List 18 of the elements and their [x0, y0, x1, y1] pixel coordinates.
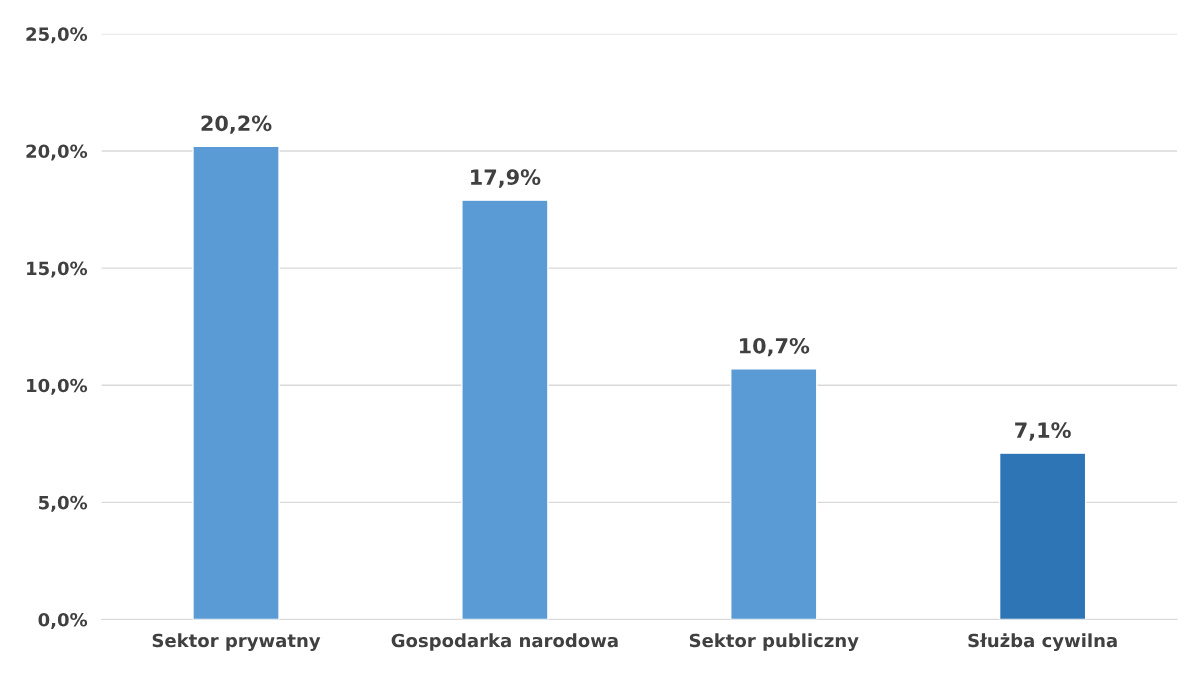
- x-tick-label: Służba cywilna: [968, 633, 1117, 651]
- data-label: 17,9%: [471, 169, 541, 188]
- data-label: 10,7%: [739, 337, 810, 357]
- y-tick-label: 5,0%: [39, 495, 88, 512]
- bar: [461, 199, 549, 620]
- y-tick-label: 25,0%: [26, 27, 88, 44]
- x-tick-label: Gospodarka narodowa: [391, 633, 618, 651]
- y-tick-label: 0,0%: [38, 612, 88, 629]
- bar: [730, 368, 818, 620]
- y-tick-label: 10,0%: [27, 378, 88, 395]
- x-tick-label: Sektor prywatny: [152, 633, 321, 651]
- bar: [998, 452, 1087, 620]
- x-tick-label: Sektor publiczny: [689, 633, 859, 651]
- data-label: 7,1%: [1015, 422, 1071, 441]
- y-tick-label: 15,0%: [27, 261, 88, 278]
- bar: [192, 145, 280, 620]
- y-tick-label: 20,0%: [26, 144, 88, 161]
- data-label: 20,2%: [201, 115, 272, 134]
